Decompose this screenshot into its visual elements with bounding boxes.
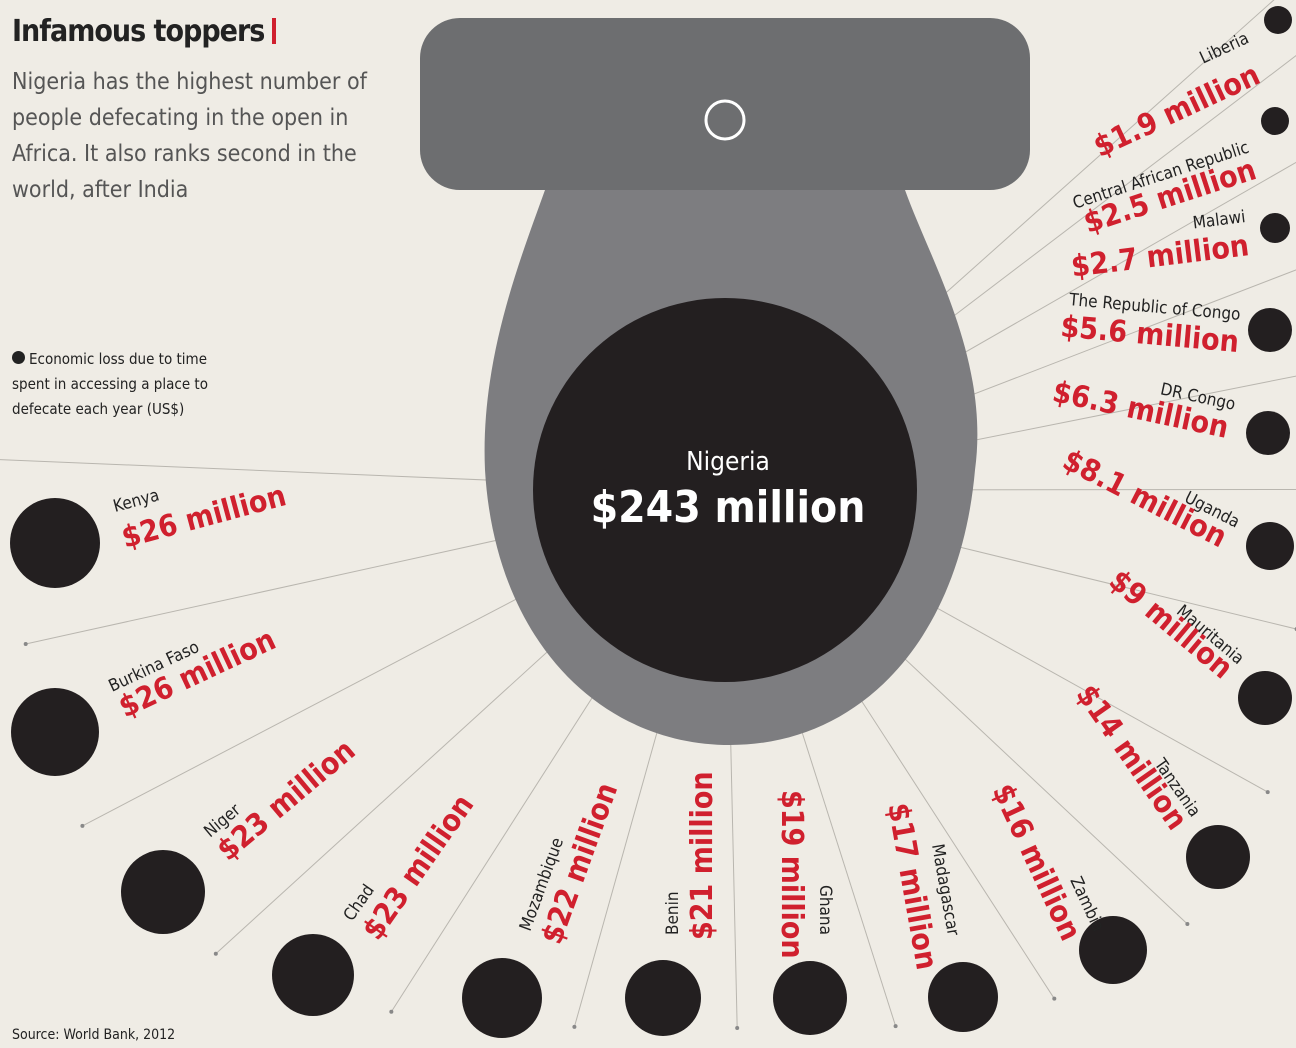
- country-name: Ghana: [815, 885, 835, 935]
- country-circle: [1238, 671, 1292, 725]
- ray-dot: [389, 1009, 394, 1014]
- ray-dot: [735, 1025, 740, 1030]
- country-circle: [1248, 308, 1292, 352]
- country-circle: [1261, 107, 1289, 135]
- title: Infamous toppers: [12, 14, 276, 49]
- country-value: $23 million: [211, 733, 363, 868]
- country-circle: [928, 962, 998, 1032]
- flush-button: [704, 99, 746, 141]
- source: Source: World Bank, 2012: [12, 1027, 176, 1043]
- country-circle: [1186, 825, 1250, 889]
- country-value: $6.3 million: [1049, 374, 1231, 445]
- country-name: Benin: [663, 891, 683, 935]
- center-value: $243 million: [591, 482, 866, 533]
- country-circle: [625, 960, 701, 1036]
- country-circle: [462, 958, 542, 1038]
- country-circle: [272, 934, 354, 1016]
- center-name: Nigeria: [686, 447, 770, 477]
- country-value: $16 million: [985, 779, 1088, 947]
- center-circle: [533, 298, 917, 682]
- ray-dot: [572, 1024, 577, 1029]
- legend: Economic loss due to time spent in acces…: [12, 347, 232, 422]
- country-circle: [1264, 6, 1292, 34]
- subtitle: Nigeria has the highest number of people…: [12, 69, 367, 203]
- country-circle: [1246, 411, 1290, 455]
- ray-dot: [893, 1024, 898, 1029]
- country-circle: [1079, 916, 1147, 984]
- ray-dot: [1052, 996, 1057, 1001]
- country-circle: [10, 498, 100, 588]
- country-circle: [1260, 213, 1290, 243]
- country-value: $23 million: [356, 788, 481, 946]
- country-value: $9 million: [1102, 563, 1239, 686]
- ray-dot: [80, 823, 85, 828]
- country-value: $14 million: [1069, 678, 1194, 836]
- country-circle: [1246, 522, 1294, 570]
- country-value: $19 million: [774, 790, 809, 959]
- country-value: $21 million: [685, 771, 720, 940]
- ray-dot: [1265, 790, 1270, 795]
- country-circle: [121, 850, 205, 934]
- country-circle: [11, 688, 99, 776]
- ray-dot: [1185, 922, 1190, 927]
- country-circle: [773, 961, 847, 1035]
- ray-dot: [213, 951, 218, 956]
- toilet-tank: [420, 18, 1030, 190]
- ray-dot: [23, 641, 28, 646]
